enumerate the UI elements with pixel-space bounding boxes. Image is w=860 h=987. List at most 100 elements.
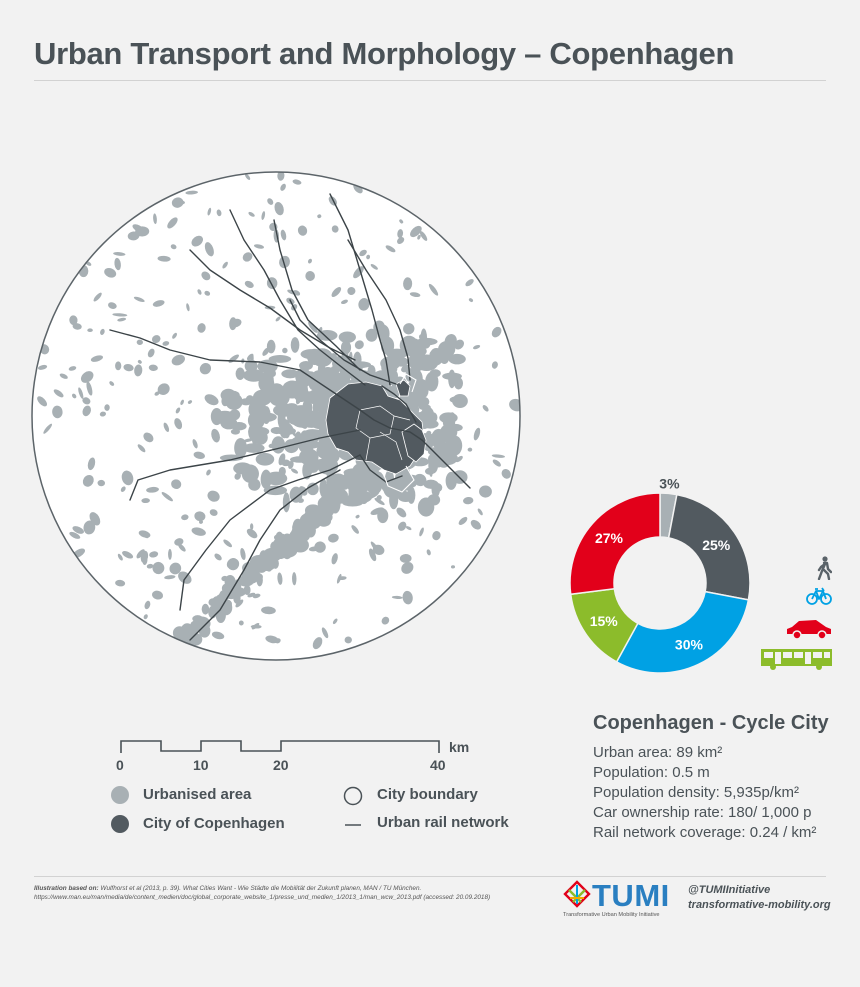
urban-patch (113, 252, 126, 256)
legend-city-boundary: City boundary (377, 786, 478, 803)
urban-patch (82, 397, 91, 405)
urban-patch (473, 427, 481, 441)
donut-label-cycling: 25% (702, 537, 731, 553)
urban-patch (331, 287, 342, 298)
website-link[interactable]: transformative-mobility.org (688, 899, 831, 911)
info-car-ownership: Car ownership rate: 180/ 1,000 p (593, 804, 812, 821)
urban-patch (381, 616, 390, 625)
urban-patch (209, 509, 218, 516)
urban-patch (308, 321, 318, 333)
urban-core-patch (255, 452, 275, 466)
urban-patch (403, 323, 415, 335)
urban-patch (191, 527, 206, 536)
urban-patch (43, 423, 53, 434)
urban-patch (133, 296, 145, 302)
urban-core-patch (417, 497, 435, 517)
urban-core-patch (388, 478, 404, 487)
urban-patch (186, 303, 190, 312)
urban-patch (137, 360, 142, 364)
social-handle[interactable]: @TUMIInitiative (688, 884, 771, 896)
urban-core-patch (409, 368, 423, 389)
urban-patch (171, 354, 185, 366)
urban-patch (172, 332, 178, 339)
urban-core-patch (284, 439, 299, 454)
urban-patch (97, 479, 106, 487)
urban-core-patch (268, 355, 292, 363)
scale-tick-20: 20 (273, 757, 289, 773)
urban-patch (87, 328, 93, 333)
urban-patch (261, 606, 276, 615)
info-population: Population: 0.5 m (593, 764, 710, 781)
urban-patch (162, 341, 170, 346)
urban-patch (191, 235, 204, 247)
urban-patch (37, 364, 48, 370)
urban-patch (197, 323, 206, 333)
coastal-urban-patch (272, 544, 282, 554)
illustration-credit: Illustration based on: Wulfhorst et al (… (34, 884, 554, 902)
urban-patch (336, 573, 342, 584)
coastal-urban-patch (252, 572, 263, 582)
urban-patch (450, 565, 456, 569)
urban-patch (253, 244, 264, 249)
coastal-urban-patch (172, 626, 187, 640)
urban-patch (477, 508, 483, 516)
urban-patch (410, 225, 422, 238)
urban-patch (328, 533, 339, 543)
urban-rail-network (109, 193, 471, 641)
urban-patch (419, 527, 424, 537)
urban-core-patch (454, 377, 463, 390)
urban-patch (178, 200, 185, 205)
urban-patch (211, 428, 220, 443)
urban-patch (280, 229, 287, 241)
urban-core-patch (339, 364, 359, 379)
urban-patch (148, 364, 158, 371)
city-info-title: Copenhagen - Cycle City (593, 712, 829, 734)
urban-patch (234, 472, 241, 480)
urban-patch (146, 563, 154, 569)
urban-patch (216, 209, 222, 217)
urban-patch (199, 362, 212, 375)
urban-patch (174, 418, 183, 430)
walking-icon (817, 556, 832, 580)
urban-patch (197, 289, 202, 295)
urban-core-patch (418, 404, 431, 411)
coastal-urban-patch (208, 598, 218, 607)
urban-patch (72, 323, 82, 330)
urban-patch (482, 405, 489, 412)
donut-label-public-transport: 30% (675, 637, 704, 653)
page-title: Urban Transport and Morphology – Copenha… (34, 36, 735, 71)
urban-patch (143, 432, 154, 443)
urban-core-patch (282, 492, 290, 513)
urban-patch (226, 557, 238, 569)
urban-patch (180, 399, 184, 406)
urban-patch (120, 486, 126, 492)
urban-patch (136, 339, 143, 345)
urban-patch (163, 422, 170, 432)
urban-patch (175, 407, 181, 414)
urban-patch (244, 280, 254, 289)
coastal-urban-patch (193, 616, 204, 631)
coastal-urban-patch (230, 585, 239, 599)
urban-patch (151, 590, 164, 600)
legend-urbanised-area: Urbanised area (143, 786, 252, 803)
urban-core-patch (241, 464, 259, 483)
urban-patch (199, 520, 203, 524)
urban-patch (90, 355, 103, 362)
urban-patch (277, 172, 285, 181)
urban-patch (53, 389, 64, 398)
urban-patch (72, 526, 84, 534)
coastal-urban-patch (243, 584, 251, 596)
info-rail-coverage: Rail network coverage: 0.24 / km² (593, 824, 817, 841)
urban-patch (391, 595, 403, 600)
urban-core-patch (444, 431, 451, 444)
urban-patch (246, 528, 258, 539)
urban-patch (280, 183, 286, 191)
urban-patch (401, 562, 414, 574)
urban-patch (99, 411, 106, 417)
urban-patch (238, 620, 244, 626)
urban-patch (170, 244, 177, 250)
urban-patch (359, 249, 367, 257)
urban-core-patch (306, 465, 314, 475)
urban-core-patch (266, 339, 276, 354)
urban-patch (82, 474, 94, 487)
